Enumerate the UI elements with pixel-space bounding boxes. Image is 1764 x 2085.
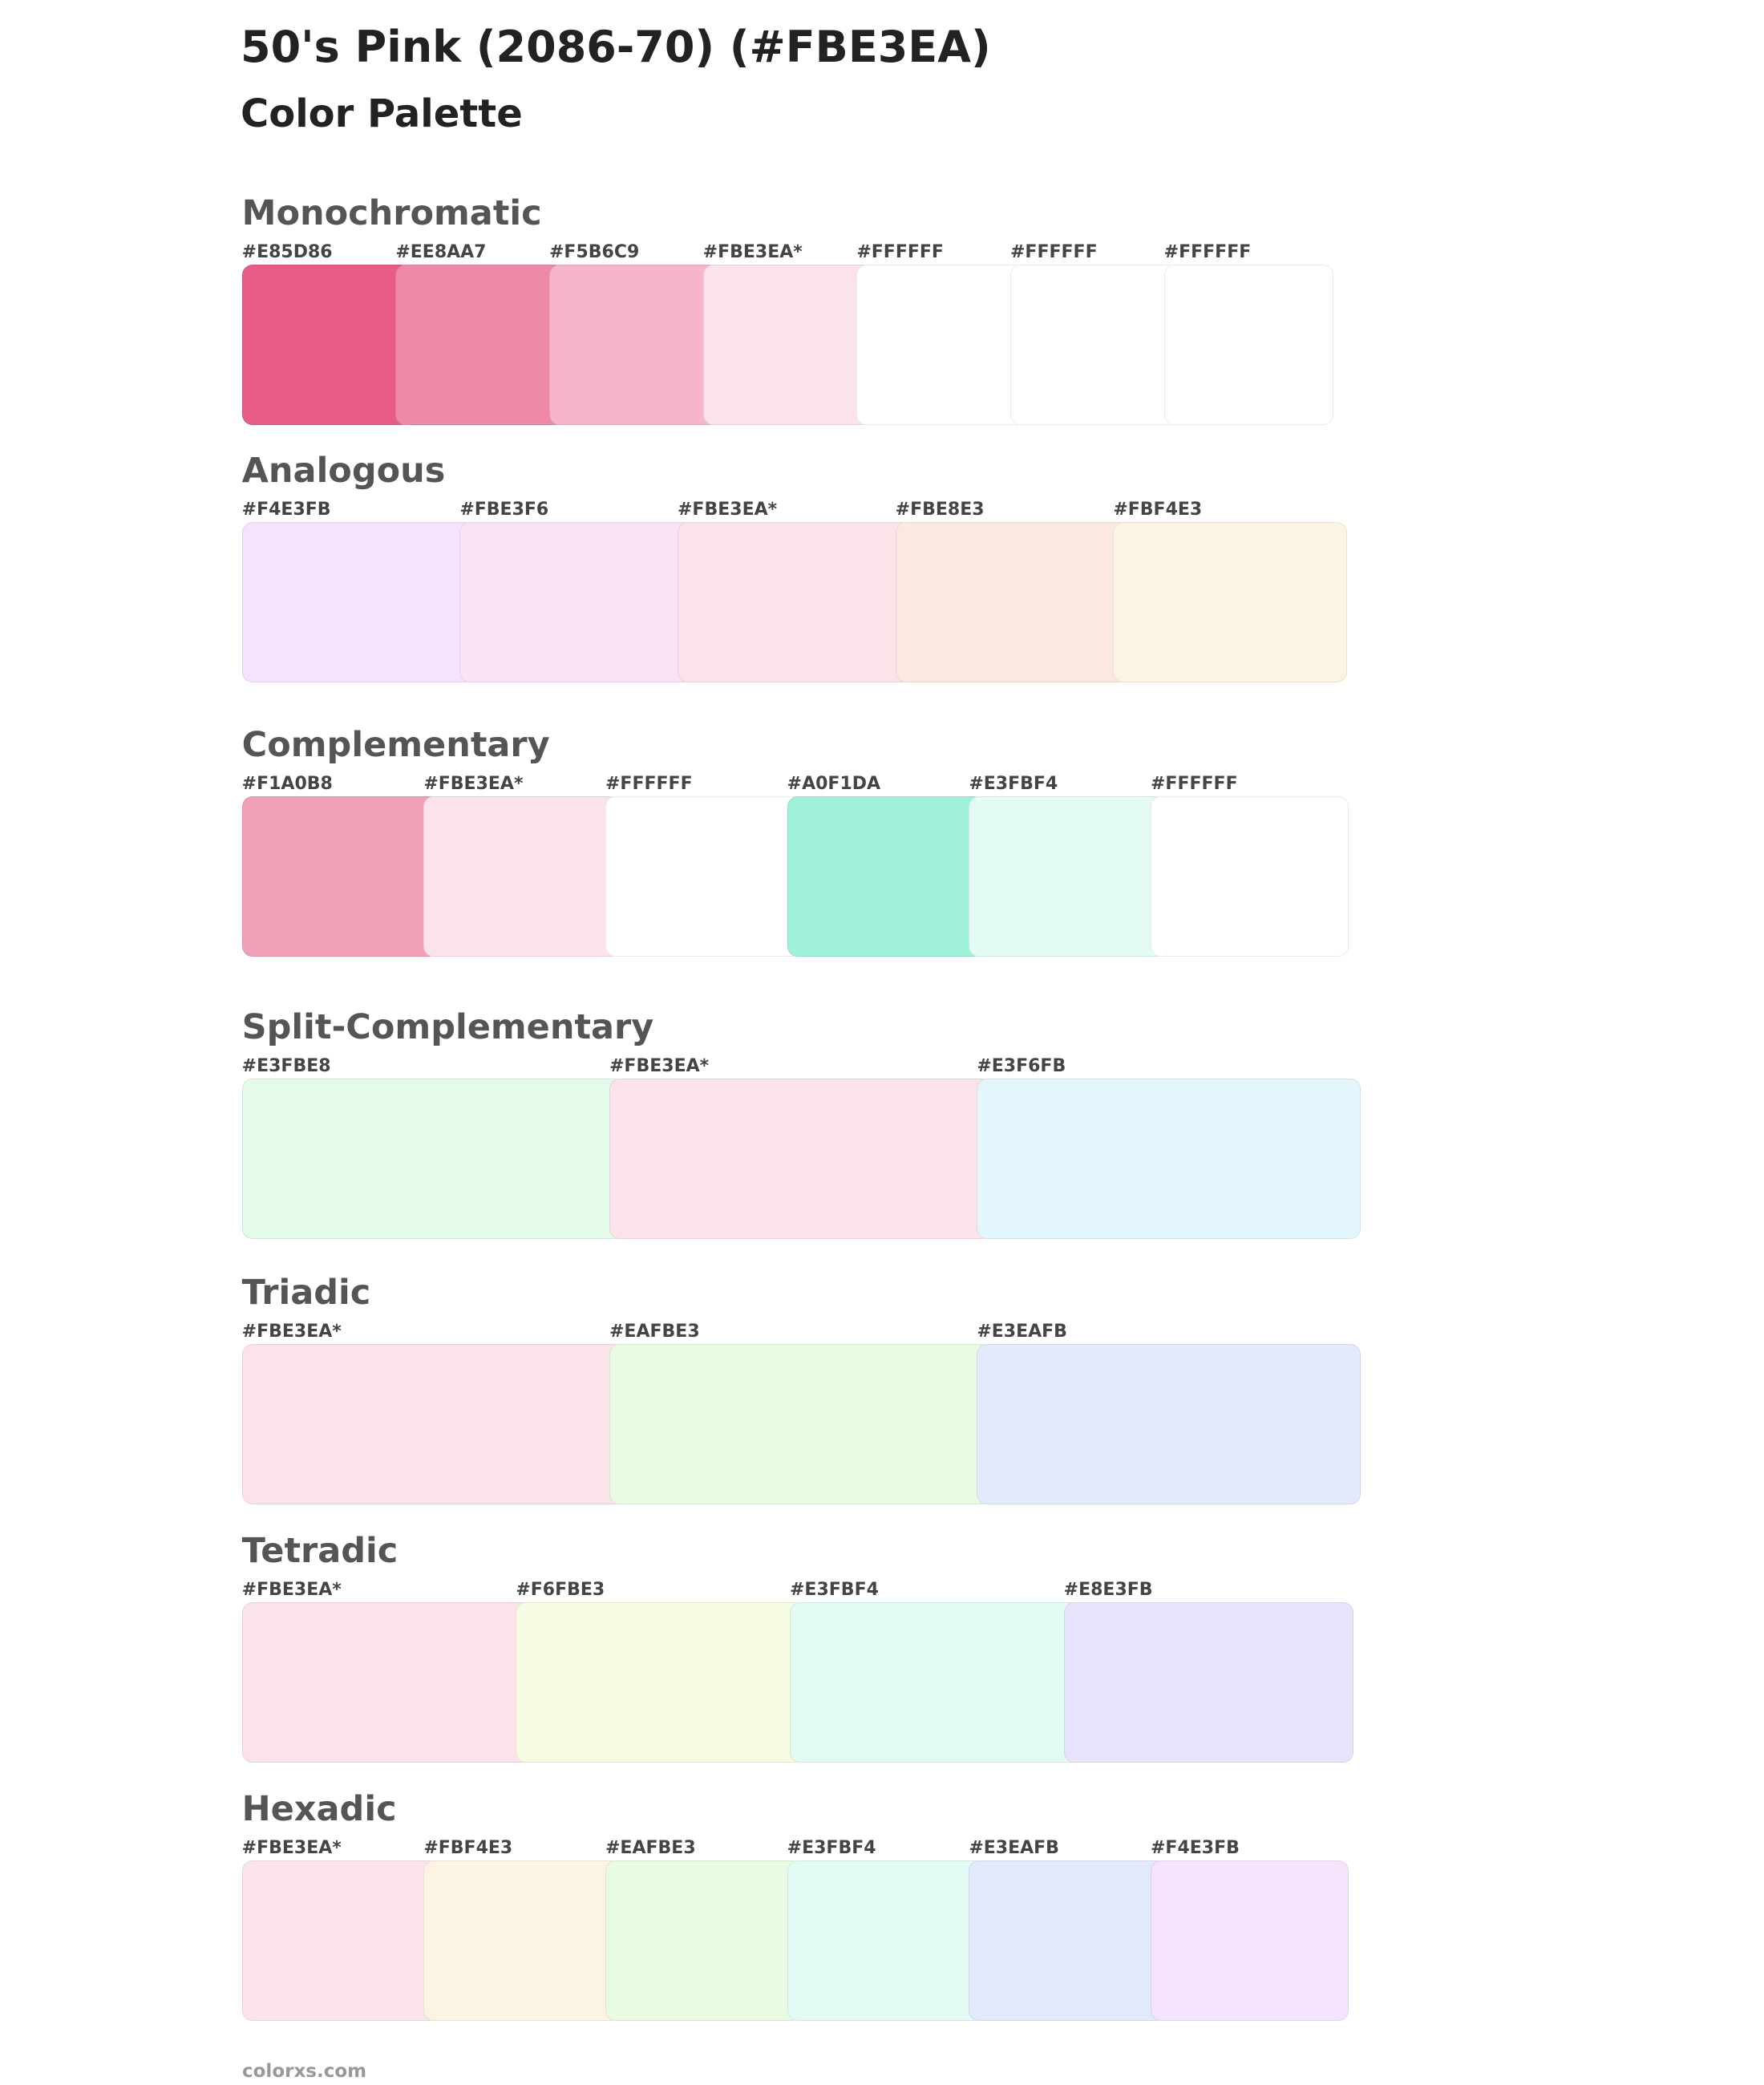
section-heading: Complementary [241, 725, 550, 765]
swatch-label: #FBE3EA* [423, 774, 524, 794]
color-swatch[interactable] [895, 522, 1130, 683]
swatch-label: #F4E3FB [1151, 1837, 1240, 1858]
swatch-label: #FBE3EA* [678, 500, 778, 520]
swatch-label: #E3EAFB [969, 1837, 1059, 1858]
color-swatch[interactable] [423, 1860, 621, 2021]
swatch-label: #EE8AA7 [395, 241, 487, 262]
color-swatch[interactable] [790, 1602, 1080, 1763]
page-title: 50's Pink (2086-70) (#FBE3EA) [241, 22, 991, 72]
swatch-label: #FBE3EA* [702, 241, 803, 262]
color-swatch[interactable] [549, 264, 719, 425]
swatch-label: #E3F6FB [977, 1055, 1066, 1076]
color-swatch[interactable] [241, 522, 476, 683]
color-swatch[interactable] [977, 1344, 1361, 1505]
swatch-label: #E85D86 [241, 241, 333, 262]
swatch-label: #FBE3F6 [459, 500, 549, 520]
swatch-label: #FBE3EA* [609, 1055, 710, 1076]
color-swatch[interactable] [1151, 796, 1349, 957]
color-swatch[interactable] [241, 1602, 532, 1763]
color-swatch[interactable] [609, 1078, 993, 1239]
section-heading: Hexadic [241, 1788, 397, 1829]
section-heading: Tetradic [241, 1531, 399, 1571]
color-swatch[interactable] [395, 264, 565, 425]
swatch-label: #E8E3FB [1063, 1580, 1153, 1600]
color-swatch[interactable] [969, 796, 1167, 957]
color-swatch[interactable] [1151, 1860, 1349, 2021]
color-swatch[interactable] [702, 264, 873, 425]
color-swatch[interactable] [678, 522, 912, 683]
swatch-label: #E3FBF4 [969, 774, 1058, 794]
color-swatch[interactable] [241, 1078, 625, 1239]
color-swatch[interactable] [241, 796, 440, 957]
section-heading: Analogous [241, 451, 446, 492]
swatch-label: #FFFFFF [1010, 241, 1098, 262]
color-swatch[interactable] [241, 264, 412, 425]
swatch-label: #F4E3FB [241, 500, 331, 520]
color-swatch[interactable] [516, 1602, 806, 1763]
swatch-label: #FBF4E3 [423, 1837, 513, 1858]
color-swatch[interactable] [1063, 1602, 1354, 1763]
swatch-label: #F5B6C9 [549, 241, 640, 262]
swatch-label: #FBE3EA* [241, 1580, 342, 1600]
color-swatch[interactable] [605, 796, 803, 957]
color-swatch[interactable] [856, 264, 1026, 425]
section-heading: Monochromatic [241, 192, 542, 233]
color-swatch[interactable] [787, 1860, 985, 2021]
color-swatch[interactable] [1113, 522, 1347, 683]
section-heading: Triadic [241, 1273, 371, 1314]
swatch-label: #EAFBE3 [609, 1322, 700, 1342]
swatch-label: #E3FBF4 [790, 1580, 879, 1600]
swatch-label: #E3EAFB [977, 1322, 1067, 1342]
footer-link[interactable]: colorxs.com [242, 2061, 367, 2082]
color-swatch[interactable] [1163, 264, 1334, 425]
swatch-label: #FBE3EA* [241, 1322, 342, 1342]
swatch-label: #E3FBF4 [787, 1837, 876, 1858]
color-swatch[interactable] [459, 522, 694, 683]
swatch-label: #FBE3EA* [241, 1837, 342, 1858]
swatch-label: #A0F1DA [787, 774, 881, 794]
swatch-label: #FFFFFF [605, 774, 693, 794]
color-swatch[interactable] [241, 1860, 440, 2021]
color-swatch[interactable] [977, 1078, 1361, 1239]
swatch-label: #F6FBE3 [516, 1580, 605, 1600]
page-subtitle: Color Palette [241, 91, 523, 136]
color-swatch[interactable] [605, 1860, 803, 2021]
color-swatch[interactable] [609, 1344, 993, 1505]
color-swatch[interactable] [969, 1860, 1167, 2021]
swatch-label: #E3FBE8 [241, 1055, 331, 1076]
swatch-label: #FFFFFF [1151, 774, 1238, 794]
color-swatch[interactable] [423, 796, 621, 957]
swatch-label: #FBE8E3 [895, 500, 985, 520]
swatch-label: #FFFFFF [1163, 241, 1252, 262]
swatch-label: #EAFBE3 [605, 1837, 696, 1858]
swatch-label: #FFFFFF [856, 241, 944, 262]
swatch-label: #F1A0B8 [241, 774, 333, 794]
swatch-label: #FBF4E3 [1113, 500, 1203, 520]
color-swatch[interactable] [1010, 264, 1180, 425]
color-swatch[interactable] [241, 1344, 625, 1505]
color-swatch[interactable] [787, 796, 985, 957]
section-heading: Split-Complementary [241, 1006, 654, 1047]
